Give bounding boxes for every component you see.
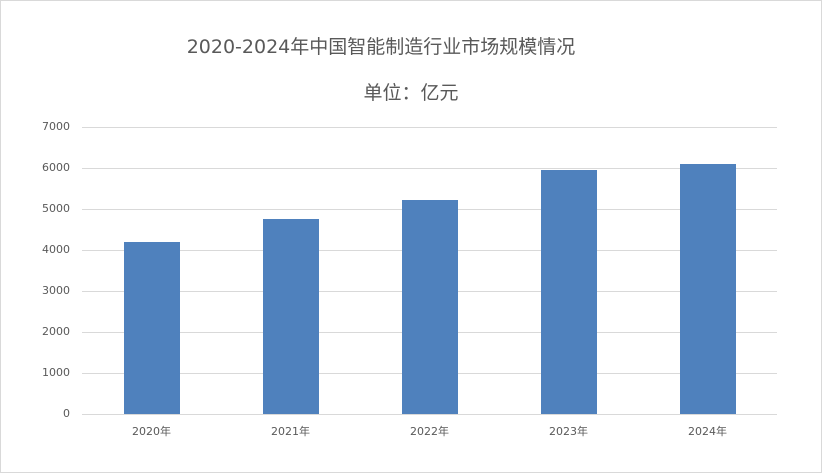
plot-area bbox=[82, 127, 777, 415]
x-tick-label: 2020年 bbox=[132, 425, 171, 438]
bar bbox=[401, 199, 458, 414]
y-tick-label: 2000 bbox=[42, 325, 70, 338]
bar bbox=[262, 219, 319, 414]
y-tick-label: 0 bbox=[63, 407, 70, 420]
x-tick-label: 2024年 bbox=[688, 425, 727, 438]
x-axis-line bbox=[82, 414, 777, 415]
bar bbox=[540, 169, 597, 414]
gridline bbox=[82, 127, 777, 128]
y-tick-label: 4000 bbox=[42, 243, 70, 256]
chart-title: 2020-2024年中国智能制造行业市场规模情况 bbox=[186, 36, 576, 58]
chart-subtitle: 单位：亿元 bbox=[363, 82, 459, 104]
y-tick-label: 3000 bbox=[42, 284, 70, 297]
y-tick-label: 5000 bbox=[42, 202, 70, 215]
bar bbox=[679, 163, 736, 414]
y-tick-label: 6000 bbox=[42, 161, 70, 174]
bar bbox=[123, 241, 180, 414]
gridline bbox=[82, 168, 777, 169]
x-tick-label: 2021年 bbox=[271, 425, 310, 438]
x-tick-label: 2023年 bbox=[549, 425, 588, 438]
x-tick-label: 2022年 bbox=[410, 425, 449, 438]
y-tick-label: 7000 bbox=[42, 120, 70, 133]
y-tick-label: 1000 bbox=[42, 366, 70, 379]
